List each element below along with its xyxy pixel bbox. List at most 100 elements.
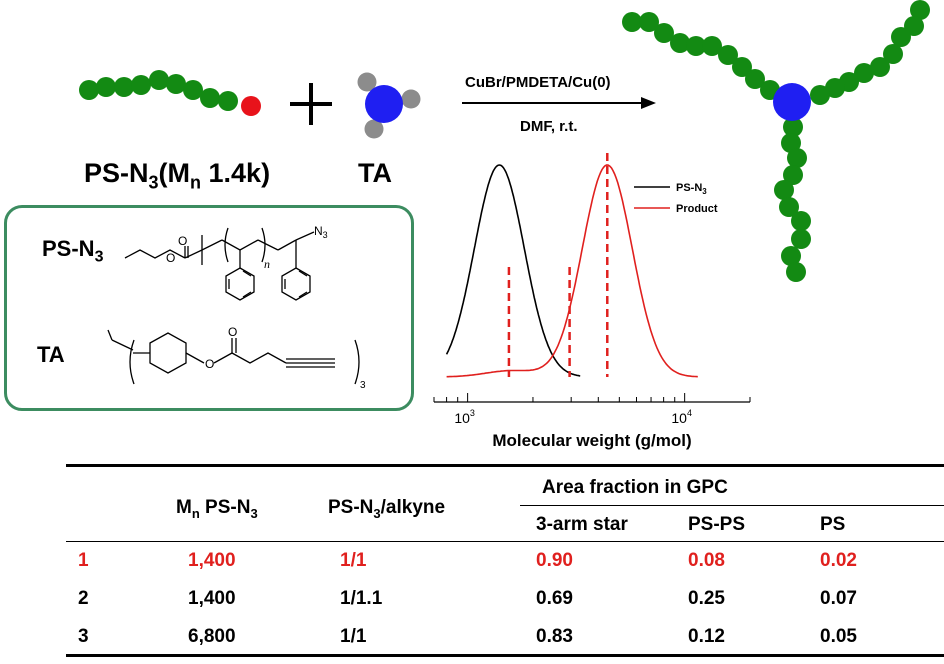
cell-ratio: 1/1 — [340, 550, 367, 571]
gpc-curves — [445, 164, 698, 378]
header-area-fraction: Area fraction in GPC — [542, 477, 728, 498]
bead — [131, 75, 151, 95]
x-axis-ticks — [433, 393, 751, 402]
conditions-top: CuBr/PMDETA/Cu(0) — [465, 74, 611, 91]
cell-id: 3 — [78, 626, 89, 647]
x-tick-labels: 103 104 — [454, 408, 692, 426]
plus-sign — [290, 83, 332, 125]
bead — [783, 117, 803, 137]
bead — [891, 27, 911, 47]
cell-id: 1 — [78, 550, 89, 571]
subheader-ps: PS — [820, 514, 846, 535]
tick-label-10000: 104 — [671, 408, 692, 426]
cell-id: 2 — [78, 588, 89, 609]
header-ratio: PS-N3/alkyne — [328, 497, 446, 521]
core — [773, 83, 811, 121]
bead — [781, 133, 801, 153]
subheader-star: 3-arm star — [536, 514, 628, 535]
series-product — [446, 164, 698, 378]
cell-ps: 0.02 — [820, 550, 857, 571]
bead — [745, 69, 765, 89]
cell-mn: 6,800 — [188, 626, 236, 647]
bead — [779, 197, 799, 217]
bead — [910, 0, 930, 20]
ps-n3-chain — [79, 70, 261, 116]
star-product — [622, 0, 930, 282]
dashed-markers — [507, 153, 609, 377]
cell-ps: 0.05 — [820, 626, 857, 647]
ps-structure — [124, 227, 315, 301]
table-top-rule — [66, 464, 944, 467]
ta-o-carbonyl: O — [228, 325, 237, 339]
bead — [200, 88, 220, 108]
ps-n3-label: PS-N3(Mn 1.4k) — [84, 158, 271, 193]
bead — [183, 80, 203, 100]
legend: PS-N3 Product — [634, 182, 718, 215]
cell-psps: 0.08 — [688, 550, 725, 571]
ps-structure-label: PS-N3 — [42, 236, 104, 266]
subheader-psps: PS-PS — [688, 514, 746, 535]
legend-label-product: Product — [676, 203, 718, 215]
ps-o-ester: O — [166, 251, 175, 265]
tick-label-1000: 103 — [454, 408, 475, 426]
cell-star: 0.83 — [536, 626, 573, 647]
arm-bead — [357, 72, 377, 92]
bead — [149, 70, 169, 90]
legend-label-ps: PS-N3 — [676, 182, 707, 196]
cell-star: 0.69 — [536, 588, 573, 609]
bead — [622, 12, 642, 32]
bead — [639, 12, 659, 32]
ta-molecule — [357, 72, 421, 139]
bead — [686, 36, 706, 56]
bead — [786, 262, 806, 282]
bead — [810, 85, 830, 105]
cell-mn: 1,400 — [188, 550, 236, 571]
core — [365, 85, 403, 123]
header-rule — [66, 541, 944, 542]
bead — [218, 91, 238, 111]
bead — [79, 80, 99, 100]
bead — [96, 77, 116, 97]
group-rule — [520, 505, 944, 506]
ta-structure — [107, 329, 360, 385]
cell-psps: 0.12 — [688, 626, 725, 647]
x-axis-label: Molecular weight (g/mol) — [492, 431, 691, 450]
ps-azide: N3 — [314, 224, 328, 240]
bead — [787, 148, 807, 168]
cell-ratio: 1/1.1 — [340, 588, 383, 609]
table-row: 3 6,800 1/1 0.83 0.12 0.05 — [66, 618, 944, 656]
scheme-canvas — [79, 0, 930, 282]
bead — [791, 211, 811, 231]
cell-mn: 1,400 — [188, 588, 236, 609]
cell-star: 0.90 — [536, 550, 573, 571]
header-mn: Mn PS-N3 — [176, 497, 258, 521]
bead — [883, 44, 903, 64]
arm-bead — [364, 119, 384, 139]
bead — [718, 45, 738, 65]
end-group — [241, 96, 261, 116]
bead — [870, 57, 890, 77]
bead — [774, 180, 794, 200]
gpc-chart: PS-N3 Product 103 104 Molecular weight (… — [433, 153, 751, 450]
structures-box — [4, 205, 414, 411]
bead — [654, 23, 674, 43]
bead — [854, 63, 874, 83]
ps-n-subscript: n — [264, 257, 270, 271]
cell-ratio: 1/1 — [340, 626, 367, 647]
ta-o-ester: O — [205, 357, 214, 371]
cell-ps: 0.07 — [820, 588, 857, 609]
ta-structure-label: TA — [37, 342, 65, 367]
reaction-arrow — [462, 97, 656, 109]
ta-label: TA — [358, 158, 392, 188]
bead — [825, 78, 845, 98]
series-ps-n3 — [445, 164, 581, 377]
bead — [114, 77, 134, 97]
cell-psps: 0.25 — [688, 588, 725, 609]
table-bottom-rule — [66, 654, 944, 657]
bead — [783, 165, 803, 185]
arm-bead — [401, 89, 421, 109]
ps-o-top: O — [178, 234, 187, 248]
bead — [670, 33, 690, 53]
results-rows: 1 1,400 1/1 0.90 0.08 0.02 2 1,400 1/1.1… — [66, 542, 944, 656]
bead — [791, 229, 811, 249]
